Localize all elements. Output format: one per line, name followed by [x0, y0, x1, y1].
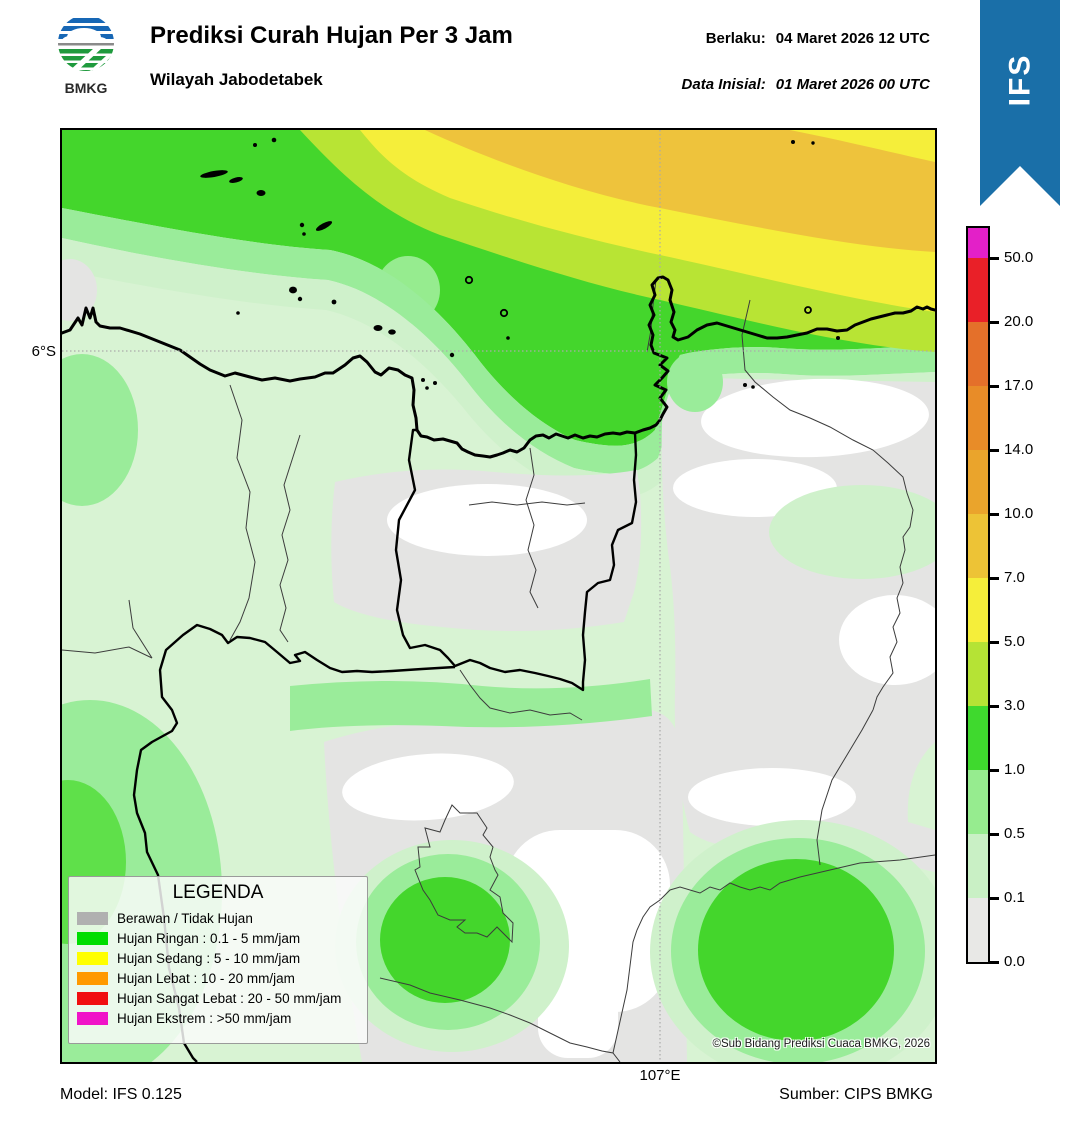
- colorbar-tick: [990, 769, 999, 772]
- colorbar-segment: [968, 450, 988, 514]
- colorbar-tick: [990, 833, 999, 836]
- colorbar-tick-label: 20.0: [1004, 313, 1034, 330]
- legend-label: Hujan Sedang : 5 - 10 mm/jam: [117, 950, 301, 966]
- legend-item: Hujan Ekstrem : >50 mm/jam: [77, 1008, 359, 1028]
- legend-item: Berawan / Tidak Hujan: [77, 908, 359, 928]
- dry-area: [342, 753, 514, 821]
- model-ribbon-text: IFS: [1002, 53, 1036, 107]
- valid-time-line: Berlaku: 04 Maret 2026 12 UTC: [430, 30, 930, 47]
- admin-boundaries-thin: [62, 279, 935, 1062]
- dry-area: [538, 970, 618, 1058]
- model-ribbon: [980, 0, 1060, 206]
- rain-band-05-1mm: [62, 208, 935, 474]
- legend-item: Hujan Lebat : 10 - 20 mm/jam: [77, 968, 359, 988]
- colorbar-tick-label: 1.0: [1004, 761, 1025, 778]
- rain-band-center-south: [290, 679, 652, 731]
- colorbar-tick-label: 0.5: [1004, 825, 1025, 842]
- rain-band-7-10mm: [425, 130, 935, 252]
- colorbar-tick-label: 10.0: [1004, 505, 1034, 522]
- legend-label: Hujan Ekstrem : >50 mm/jam: [117, 1010, 292, 1026]
- init-time-line: Data Inisial: 01 Maret 2026 00 UTC: [430, 76, 930, 93]
- legend-label: Hujan Ringan : 0.1 - 5 mm/jam: [117, 930, 301, 946]
- page-title: Prediksi Curah Hujan Per 3 Jam: [150, 22, 513, 49]
- copyright-text: ©Sub Bidang Prediksi Cuaca BMKG, 2026: [712, 1038, 930, 1050]
- rain-patch-east: [769, 485, 935, 579]
- colorbar-segment: [968, 706, 988, 770]
- legend-swatch: [77, 911, 108, 925]
- dki-jakarta-boundary: [394, 428, 638, 692]
- legend-swatch: [77, 1011, 108, 1025]
- logo-caption: BMKG: [65, 80, 108, 96]
- legend-item: Hujan Sedang : 5 - 10 mm/jam: [77, 948, 359, 968]
- colorbar-tick-label: 0.1: [1004, 889, 1025, 906]
- valid-time-label: Berlaku:: [705, 30, 766, 47]
- footer-model-text: Model: IFS 0.125: [60, 1086, 182, 1103]
- colorbar-tick: [990, 705, 999, 708]
- colorbar-tick: [990, 641, 999, 644]
- colorbar-tick-label: 7.0: [1004, 569, 1025, 586]
- legend-swatch: [77, 991, 108, 1005]
- valid-time-value: 04 Maret 2026 12 UTC: [775, 30, 930, 47]
- legend-swatch: [77, 971, 108, 985]
- colorbar-tick-label: 14.0: [1004, 441, 1034, 458]
- legend-swatch: [77, 951, 108, 965]
- legend-label: Hujan Lebat : 10 - 20 mm/jam: [117, 970, 295, 986]
- legend-item: Hujan Ringan : 0.1 - 5 mm/jam: [77, 928, 359, 948]
- colorbar: [966, 226, 990, 964]
- dry-area: [688, 768, 856, 826]
- colorbar-segment: [968, 386, 988, 450]
- colorbar-segment: [968, 578, 988, 642]
- latitude-label: 6°S: [31, 343, 56, 360]
- rain-patch-west-coast: [62, 354, 138, 506]
- colorbar-segment: [968, 322, 988, 386]
- legend-rows: Berawan / Tidak Hujan Hujan Ringan : 0.1 …: [77, 908, 359, 1028]
- footer-source-text: Sumber: CIPS BMKG: [779, 1086, 933, 1103]
- colorbar-tick: [990, 897, 999, 900]
- colorbar-tick: [990, 321, 999, 324]
- legend-item: Hujan Sangat Lebat : 20 - 50 mm/jam: [77, 988, 359, 1008]
- colorbar-segment: [968, 642, 988, 706]
- colorbar-segment: [968, 514, 988, 578]
- rain-patch-ne: [667, 352, 723, 412]
- colorbar-tick: [990, 961, 999, 964]
- cloud-area-sea: [62, 259, 97, 321]
- colorbar-segment: [968, 228, 988, 258]
- init-time-value: 01 Maret 2026 00 UTC: [775, 76, 930, 93]
- rain-band-01-05mm: [62, 238, 935, 498]
- colorbar-segment: [968, 834, 988, 898]
- colorbar-tick: [990, 513, 999, 516]
- init-time-label: Data Inisial:: [681, 76, 766, 93]
- colorbar-tick: [990, 577, 999, 580]
- colorbar-tick-label: 3.0: [1004, 697, 1025, 714]
- rain-blob-b-core: [698, 859, 894, 1041]
- legend-label: Hujan Sangat Lebat : 20 - 50 mm/jam: [117, 990, 342, 1006]
- legend-title: LEGENDA: [172, 882, 264, 903]
- colorbar-tick: [990, 257, 999, 260]
- colorbar-tick-label: 0.0: [1004, 953, 1025, 970]
- legend-label: Berawan / Tidak Hujan: [117, 910, 253, 926]
- islands: [200, 137, 840, 390]
- colorbar-segment: [968, 258, 988, 322]
- colorbar-tick-label: 50.0: [1004, 249, 1034, 266]
- colorbar-tick: [990, 385, 999, 388]
- page-subtitle: Wilayah Jabodetabek: [150, 70, 323, 89]
- legend-box: LEGENDA Berawan / Tidak Hujan Hujan Ringa…: [68, 876, 368, 1044]
- colorbar-tick: [990, 449, 999, 452]
- bmkg-logo: BMKG: [58, 15, 114, 96]
- colorbar-segment: [968, 898, 988, 962]
- dry-area: [839, 595, 935, 685]
- colorbar-tick-label: 5.0: [1004, 633, 1025, 650]
- dry-area: [387, 484, 587, 556]
- legend-swatch: [77, 931, 108, 945]
- colorbar-segment: [968, 770, 988, 834]
- islands-hollow: [464, 275, 812, 318]
- province-boundary: [132, 623, 456, 1062]
- coastline: [62, 275, 935, 459]
- longitude-label: 107°E: [639, 1067, 681, 1084]
- rain-blob-a-core: [380, 877, 510, 1003]
- dry-area: [701, 378, 929, 458]
- colorbar-tick-label: 17.0: [1004, 377, 1034, 394]
